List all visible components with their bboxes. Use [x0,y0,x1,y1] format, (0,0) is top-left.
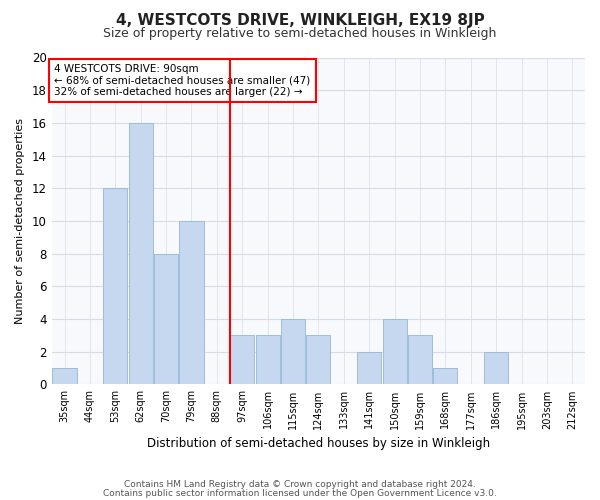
Bar [52,368,77,384]
Text: Contains HM Land Registry data © Crown copyright and database right 2024.: Contains HM Land Registry data © Crown c… [124,480,476,489]
Y-axis label: Number of semi-detached properties: Number of semi-detached properties [15,118,25,324]
Bar [256,336,280,384]
Bar [383,319,407,384]
Bar [433,368,457,384]
Text: 4, WESTCOTS DRIVE, WINKLEIGH, EX19 8JP: 4, WESTCOTS DRIVE, WINKLEIGH, EX19 8JP [116,12,484,28]
X-axis label: Distribution of semi-detached houses by size in Winkleigh: Distribution of semi-detached houses by … [147,437,490,450]
Bar [230,336,254,384]
Bar [128,123,153,384]
Text: Size of property relative to semi-detached houses in Winkleigh: Size of property relative to semi-detach… [103,28,497,40]
Text: Contains public sector information licensed under the Open Government Licence v3: Contains public sector information licen… [103,489,497,498]
Text: 4 WESTCOTS DRIVE: 90sqm
← 68% of semi-detached houses are smaller (47)
32% of se: 4 WESTCOTS DRIVE: 90sqm ← 68% of semi-de… [55,64,311,97]
Bar [179,221,203,384]
Bar [103,188,127,384]
Bar [281,319,305,384]
Bar [484,352,508,384]
Bar [408,336,432,384]
Bar [154,254,178,384]
Bar [357,352,381,384]
Bar [307,336,331,384]
